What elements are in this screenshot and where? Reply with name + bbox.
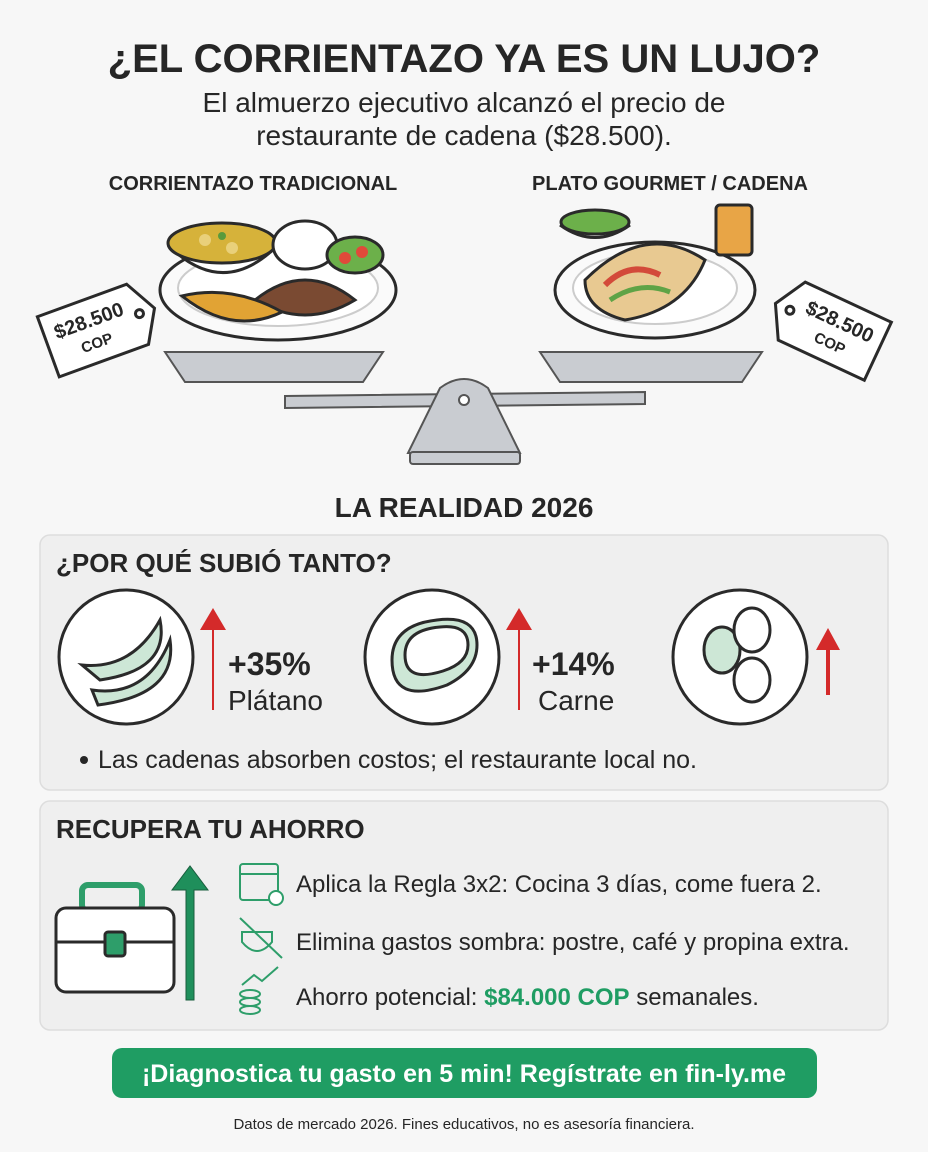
right-label: PLATO GOURMET / CADENA xyxy=(532,173,808,195)
subtitle: restaurante de cadena ($28.500). xyxy=(256,120,672,151)
meat-icon xyxy=(363,588,501,726)
tip: Ahorro potencial: $84.000 COP semanales. xyxy=(296,984,759,1011)
calendar-icon xyxy=(239,863,284,906)
gourmet-plate xyxy=(553,203,757,340)
causes-note: Las cadenas absorben costos; el restaura… xyxy=(98,746,697,774)
change: +35% xyxy=(228,646,311,682)
up-arrow xyxy=(506,608,532,710)
no-coffee-icon xyxy=(239,917,283,959)
coffee-icon xyxy=(671,588,809,726)
causes-title: ¿POR QUÉ SUBIÓ TANTO? xyxy=(56,548,392,578)
footer: Datos de mercado 2026. Fines educativos,… xyxy=(233,1116,694,1133)
tip-text: semanales. xyxy=(630,984,759,1011)
savings-title: RECUPERA TU AHORRO xyxy=(56,814,365,844)
balance-scale xyxy=(163,351,764,465)
tip: Aplica la Regla 3x2: Cocina 3 días, come… xyxy=(296,871,822,898)
tip: Elimina gastos sombra: postre, café y pr… xyxy=(296,929,850,956)
left-label: CORRIENTAZO TRADICIONAL xyxy=(109,173,398,195)
cta-button[interactable]: ¡Diagnostica tu gasto en 5 min! Regístra… xyxy=(112,1048,817,1098)
item-label: Carne xyxy=(538,685,614,716)
savings-amount: $84.000 COP xyxy=(484,984,629,1011)
price-tag: $28.500 COP xyxy=(35,282,157,379)
title: ¿EL CORRIENTAZO YA ES UN LUJO? xyxy=(108,37,821,81)
reality-title: LA REALIDAD 2026 xyxy=(335,492,594,523)
tip-text: Ahorro potencial: xyxy=(296,984,484,1011)
savings-panel xyxy=(39,800,889,1031)
subtitle: El almuerzo ejecutivo alcanzó el precio … xyxy=(203,87,726,118)
lunchbox-icon xyxy=(54,882,176,994)
change: +14% xyxy=(532,646,615,682)
banana-icon xyxy=(57,588,195,726)
cta-text[interactable]: ¡Diagnostica tu gasto en 5 min! Regístra… xyxy=(142,1060,786,1088)
traditional-plate xyxy=(158,219,398,342)
item-label: Plátano xyxy=(228,685,323,716)
up-arrow xyxy=(200,608,226,710)
coins-icon xyxy=(239,966,279,1015)
price-tag: $28.500 COP xyxy=(773,280,894,383)
up-arrow xyxy=(171,865,209,1001)
bullet xyxy=(80,756,88,764)
up-arrow xyxy=(816,628,840,695)
